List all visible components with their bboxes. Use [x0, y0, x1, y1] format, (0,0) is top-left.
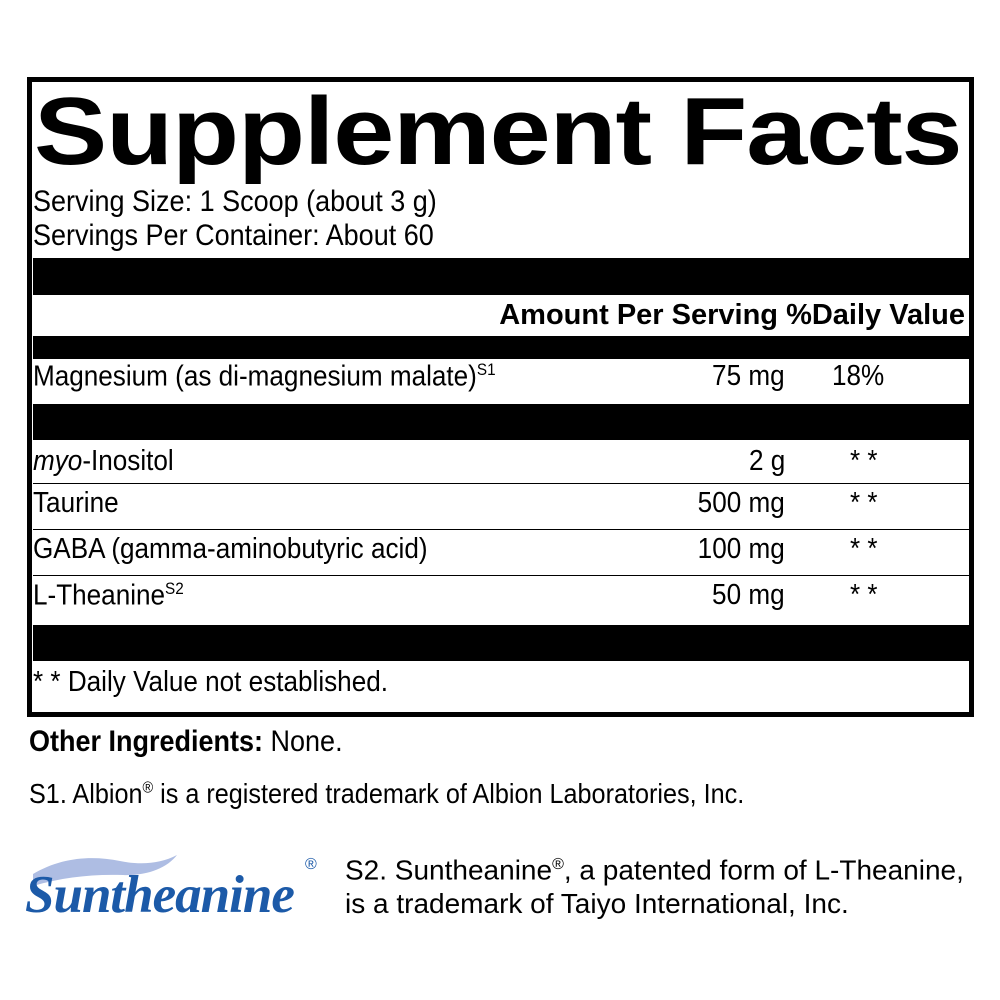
svg-text:Suntheanine: Suntheanine	[25, 866, 294, 922]
